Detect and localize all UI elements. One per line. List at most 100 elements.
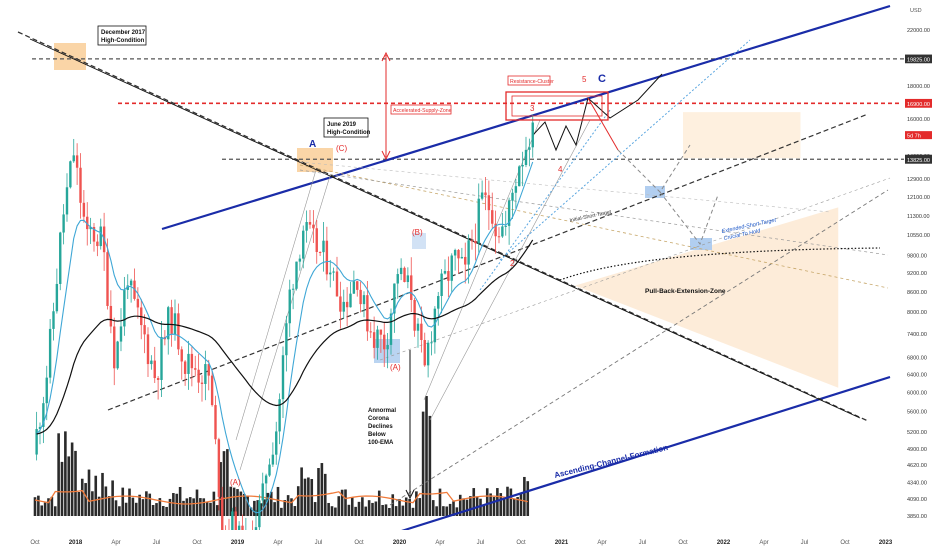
price-tag-label: 5d 7h bbox=[907, 133, 921, 139]
volume-bar bbox=[431, 500, 435, 516]
volume-layer bbox=[33, 396, 530, 516]
volume-bar bbox=[53, 506, 57, 516]
volume-bar bbox=[489, 493, 492, 516]
volume-bar bbox=[361, 497, 364, 516]
volume-bar bbox=[391, 494, 395, 516]
candle-body bbox=[82, 202, 86, 217]
projection-black bbox=[532, 73, 663, 152]
time-tick-label: 2018 bbox=[69, 540, 83, 546]
time-tick-label: Jul bbox=[801, 540, 809, 546]
volume-bar bbox=[496, 488, 499, 516]
volume-bar bbox=[222, 451, 226, 516]
candle-body bbox=[65, 187, 69, 215]
candle-body bbox=[366, 295, 369, 332]
candle-body bbox=[410, 275, 413, 300]
volume-bar bbox=[172, 493, 175, 516]
annotation-jun-2019: June 2019 bbox=[327, 122, 357, 128]
volume-bar bbox=[74, 450, 77, 516]
volume-ma-line bbox=[34, 489, 528, 505]
wave-label: (A) bbox=[230, 478, 241, 487]
price-tick-label: 7400.00 bbox=[907, 332, 927, 338]
candle-body bbox=[312, 224, 315, 229]
time-tick-label: Apr bbox=[597, 540, 606, 546]
volume-bar bbox=[212, 491, 216, 516]
projection-red bbox=[587, 97, 619, 151]
candle-body bbox=[92, 226, 96, 242]
volume-bar bbox=[465, 499, 469, 516]
time-tick-label: Oct bbox=[192, 540, 202, 546]
volume-bar bbox=[276, 486, 280, 516]
time-tick-label: 2020 bbox=[393, 540, 407, 546]
time-tick-label: Oct bbox=[354, 540, 364, 546]
arrow-head-up bbox=[381, 51, 391, 62]
volume-bar bbox=[418, 498, 422, 516]
volume-bar bbox=[215, 505, 219, 516]
wave-label: 2 bbox=[510, 259, 515, 268]
supply-zone-label-box bbox=[390, 104, 452, 115]
candle-body bbox=[514, 186, 518, 193]
candle-body bbox=[167, 307, 170, 340]
volume-bar bbox=[269, 491, 273, 516]
volume-bar bbox=[448, 503, 452, 516]
candle-body bbox=[342, 301, 345, 312]
candles-layer bbox=[35, 114, 534, 555]
wave-label: 4 bbox=[558, 165, 563, 174]
volume-bar bbox=[411, 507, 415, 516]
candle-body bbox=[45, 377, 48, 404]
candle-body bbox=[484, 192, 487, 196]
volume-bar bbox=[50, 496, 54, 516]
price-tick-label: 6400.00 bbox=[907, 372, 927, 378]
candle-body bbox=[214, 405, 217, 440]
candle-body bbox=[521, 165, 524, 167]
volume-bar bbox=[526, 481, 530, 516]
volume-bar bbox=[138, 494, 141, 516]
jun-2019-high-box bbox=[297, 148, 333, 172]
wave-label: C bbox=[598, 73, 606, 85]
candle-body bbox=[491, 210, 494, 224]
time-tick-label: Jul bbox=[477, 540, 485, 546]
volume-bar bbox=[337, 496, 341, 516]
annotation-corona-1: Corona bbox=[368, 416, 390, 422]
volume-bar bbox=[502, 497, 506, 516]
volume-bar bbox=[408, 498, 411, 516]
price-tick-label: 9200.00 bbox=[907, 271, 927, 277]
volume-bar bbox=[303, 478, 307, 516]
volume-bar bbox=[256, 500, 260, 516]
candle-body bbox=[217, 439, 221, 497]
candle-body bbox=[278, 399, 281, 432]
candle-body bbox=[379, 329, 383, 335]
time-tick-label: Apr bbox=[111, 540, 120, 546]
price-tick-label: 5200.00 bbox=[907, 430, 927, 436]
annotation-corona-2: Declines bbox=[368, 424, 393, 430]
ema-layer bbox=[36, 161, 534, 514]
corona-arrow-head bbox=[405, 489, 415, 500]
volume-bar bbox=[84, 483, 87, 516]
candle-body bbox=[386, 344, 389, 350]
price-tag-label: 13825.00 bbox=[907, 158, 930, 164]
candle-body bbox=[359, 289, 362, 305]
volume-bar bbox=[334, 507, 337, 516]
volume-bar bbox=[114, 500, 118, 516]
annotation-supply-zone: Accelerated-Supply-Zone bbox=[393, 108, 452, 114]
blue-box-2 bbox=[412, 233, 426, 249]
candle-body bbox=[234, 511, 237, 540]
candle-body bbox=[72, 155, 75, 162]
volume-bar bbox=[347, 504, 351, 516]
channel-bottom-line bbox=[391, 375, 891, 536]
channel-top-line bbox=[161, 4, 891, 231]
candle-body bbox=[420, 323, 423, 341]
candle-body bbox=[413, 299, 416, 331]
wave-label: 5 bbox=[582, 75, 587, 84]
candle-body bbox=[231, 511, 234, 538]
candle-body bbox=[322, 240, 325, 253]
candle-body bbox=[210, 375, 214, 406]
price-tick-label: 6000.00 bbox=[907, 390, 927, 396]
volume-bar bbox=[354, 506, 357, 516]
candle-body bbox=[383, 334, 386, 350]
volume-bar bbox=[151, 505, 155, 516]
candle-body bbox=[136, 298, 140, 308]
volume-bar bbox=[286, 495, 290, 516]
volume-bar bbox=[381, 504, 384, 516]
price-tick-label: 4340.00 bbox=[907, 481, 927, 487]
candle-body bbox=[150, 360, 153, 365]
